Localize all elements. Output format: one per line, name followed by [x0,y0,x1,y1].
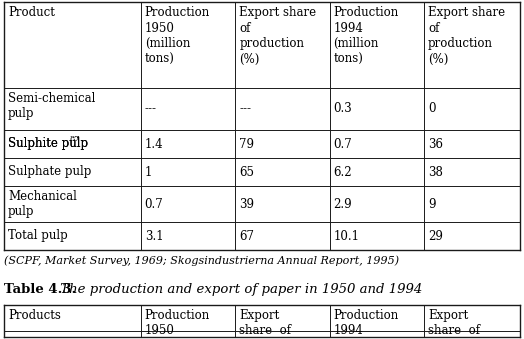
Text: 39: 39 [239,198,254,211]
Text: 2.9: 2.9 [334,198,352,211]
Text: 10.1: 10.1 [334,230,359,242]
Text: 65: 65 [239,165,254,179]
Text: (SCPF, Market Survey, 1969; Skogsindustrierna Annual Report, 1995): (SCPF, Market Survey, 1969; Skogsindustr… [4,255,399,265]
Text: Export share
of
production
(%): Export share of production (%) [239,6,316,65]
Text: 87: 87 [70,135,81,143]
Text: 79: 79 [239,138,254,151]
Text: Production
1994: Production 1994 [334,309,399,338]
Text: Export
share  of: Export share of [428,309,480,338]
Text: Production
1950: Production 1950 [145,309,210,338]
Text: 0: 0 [428,102,435,116]
Text: 6.2: 6.2 [334,165,352,179]
Text: 0.7: 0.7 [145,198,163,211]
Text: 1.4: 1.4 [145,138,163,151]
Text: The production and export of paper in 1950 and 1994: The production and export of paper in 19… [56,283,422,296]
Text: Table 4.3.: Table 4.3. [4,283,77,296]
Text: Mechanical
pulp: Mechanical pulp [8,190,77,219]
Text: ---: --- [239,102,251,116]
Text: 0.3: 0.3 [334,102,352,116]
Text: Products: Products [8,309,61,322]
Text: Export share
of
production
(%): Export share of production (%) [428,6,505,65]
Text: Sulphite pulp: Sulphite pulp [8,138,88,151]
Text: ---: --- [145,102,157,116]
Text: Product: Product [8,6,55,19]
Text: Semi-chemical
pulp: Semi-chemical pulp [8,92,95,120]
Text: 67: 67 [239,230,254,242]
Text: Export
share  of: Export share of [239,309,291,338]
Text: 9: 9 [428,198,435,211]
Text: 38: 38 [428,165,443,179]
Text: 36: 36 [428,138,443,151]
Text: 3.1: 3.1 [145,230,163,242]
Text: Production
1994
(million
tons): Production 1994 (million tons) [334,6,399,65]
Text: Sulphate pulp: Sulphate pulp [8,165,91,179]
Text: Sulphite pulp: Sulphite pulp [8,138,88,151]
Text: Production
1950
(million
tons): Production 1950 (million tons) [145,6,210,65]
Text: 0.7: 0.7 [334,138,352,151]
Text: 1: 1 [145,165,152,179]
Text: 29: 29 [428,230,443,242]
Text: Total pulp: Total pulp [8,230,68,242]
